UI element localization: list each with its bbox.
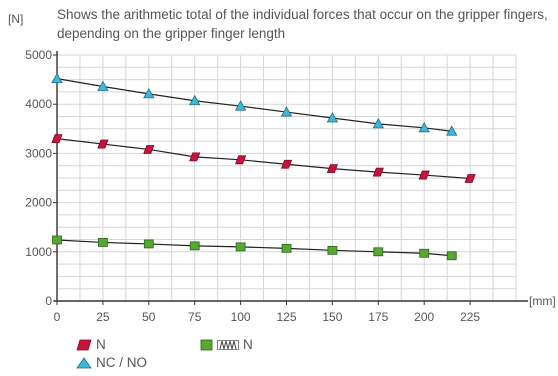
y-tick-label: 3000 — [25, 146, 52, 160]
x-axis-unit: [mm] — [529, 294, 556, 308]
x-tick-label: 225 — [460, 310, 480, 324]
data-point-parallelogram — [235, 155, 247, 165]
data-point-square — [419, 248, 430, 258]
data-point-triangle — [280, 106, 293, 117]
chart-ticks: 0 1000 2000 3000 4000 5000 0 25 50 75 100 125 150 175… — [25, 48, 480, 324]
chart-title: Shows the arithmetic total of the indivi… — [57, 7, 548, 41]
data-point-parallelogram — [280, 159, 293, 169]
data-point-square — [373, 247, 384, 257]
data-point-triangle — [143, 88, 155, 99]
y-tick-label: 2000 — [25, 196, 52, 210]
legend-item-nc-no: NC / NO — [76, 355, 147, 370]
chart-lines — [56, 78, 471, 257]
data-point-square — [235, 242, 246, 252]
legend-label-nc-no: NC / NO — [96, 355, 148, 370]
x-tick-label: 100 — [231, 310, 251, 324]
series-line-1 — [56, 78, 452, 132]
red-parallelogram-icon — [76, 339, 92, 350]
x-tick-label: 75 — [188, 310, 202, 324]
chart-markers — [51, 72, 476, 261]
data-point-square — [446, 251, 457, 261]
y-tick-label: 5000 — [25, 48, 52, 62]
data-point-triangle — [189, 94, 201, 106]
x-tick-label: 150 — [322, 310, 342, 324]
data-point-square — [189, 241, 200, 251]
data-point-parallelogram — [97, 139, 109, 149]
chart-axes — [54, 51, 528, 302]
data-point-parallelogram — [418, 170, 430, 180]
x-tick-label: 25 — [96, 310, 110, 324]
series-line-0 — [56, 138, 471, 180]
y-tick-label: 4000 — [25, 97, 52, 111]
data-point-triangle — [234, 100, 247, 111]
data-point-square — [98, 238, 108, 247]
data-point-triangle — [418, 121, 430, 133]
data-point-parallelogram — [372, 167, 384, 177]
y-axis-unit: [N] — [8, 12, 24, 26]
legend-label-n: N — [96, 337, 106, 352]
green-square-icon — [200, 339, 213, 350]
chart-grid — [56, 54, 517, 302]
data-point-parallelogram — [189, 152, 201, 162]
data-point-triangle — [372, 118, 384, 129]
data-point-triangle — [51, 72, 63, 84]
data-point-square — [281, 243, 292, 253]
spring-icon — [217, 339, 239, 350]
series-line-2 — [56, 239, 452, 257]
x-tick-label: 125 — [276, 310, 296, 324]
data-point-triangle — [326, 112, 339, 123]
data-point-parallelogram — [326, 164, 338, 174]
data-point-square — [327, 245, 338, 255]
x-tick-label: 175 — [368, 310, 388, 324]
data-point-triangle — [446, 125, 458, 136]
data-point-parallelogram — [464, 174, 476, 183]
x-tick-label: 50 — [142, 310, 156, 324]
y-tick-label: 0 — [45, 294, 52, 308]
data-point-parallelogram — [143, 145, 155, 154]
data-point-triangle — [97, 80, 109, 91]
legend-item-n: N — [76, 337, 106, 352]
legend-label-spring-n: N — [243, 337, 253, 352]
legend-item-spring-n: N — [200, 337, 253, 352]
x-tick-label: 0 — [54, 310, 61, 324]
blue-triangle-icon — [76, 356, 92, 368]
y-tick-label: 1000 — [25, 245, 52, 259]
data-point-parallelogram — [51, 134, 63, 144]
x-tick-label: 200 — [414, 310, 434, 324]
data-point-square — [52, 235, 62, 245]
data-point-square — [143, 239, 154, 249]
